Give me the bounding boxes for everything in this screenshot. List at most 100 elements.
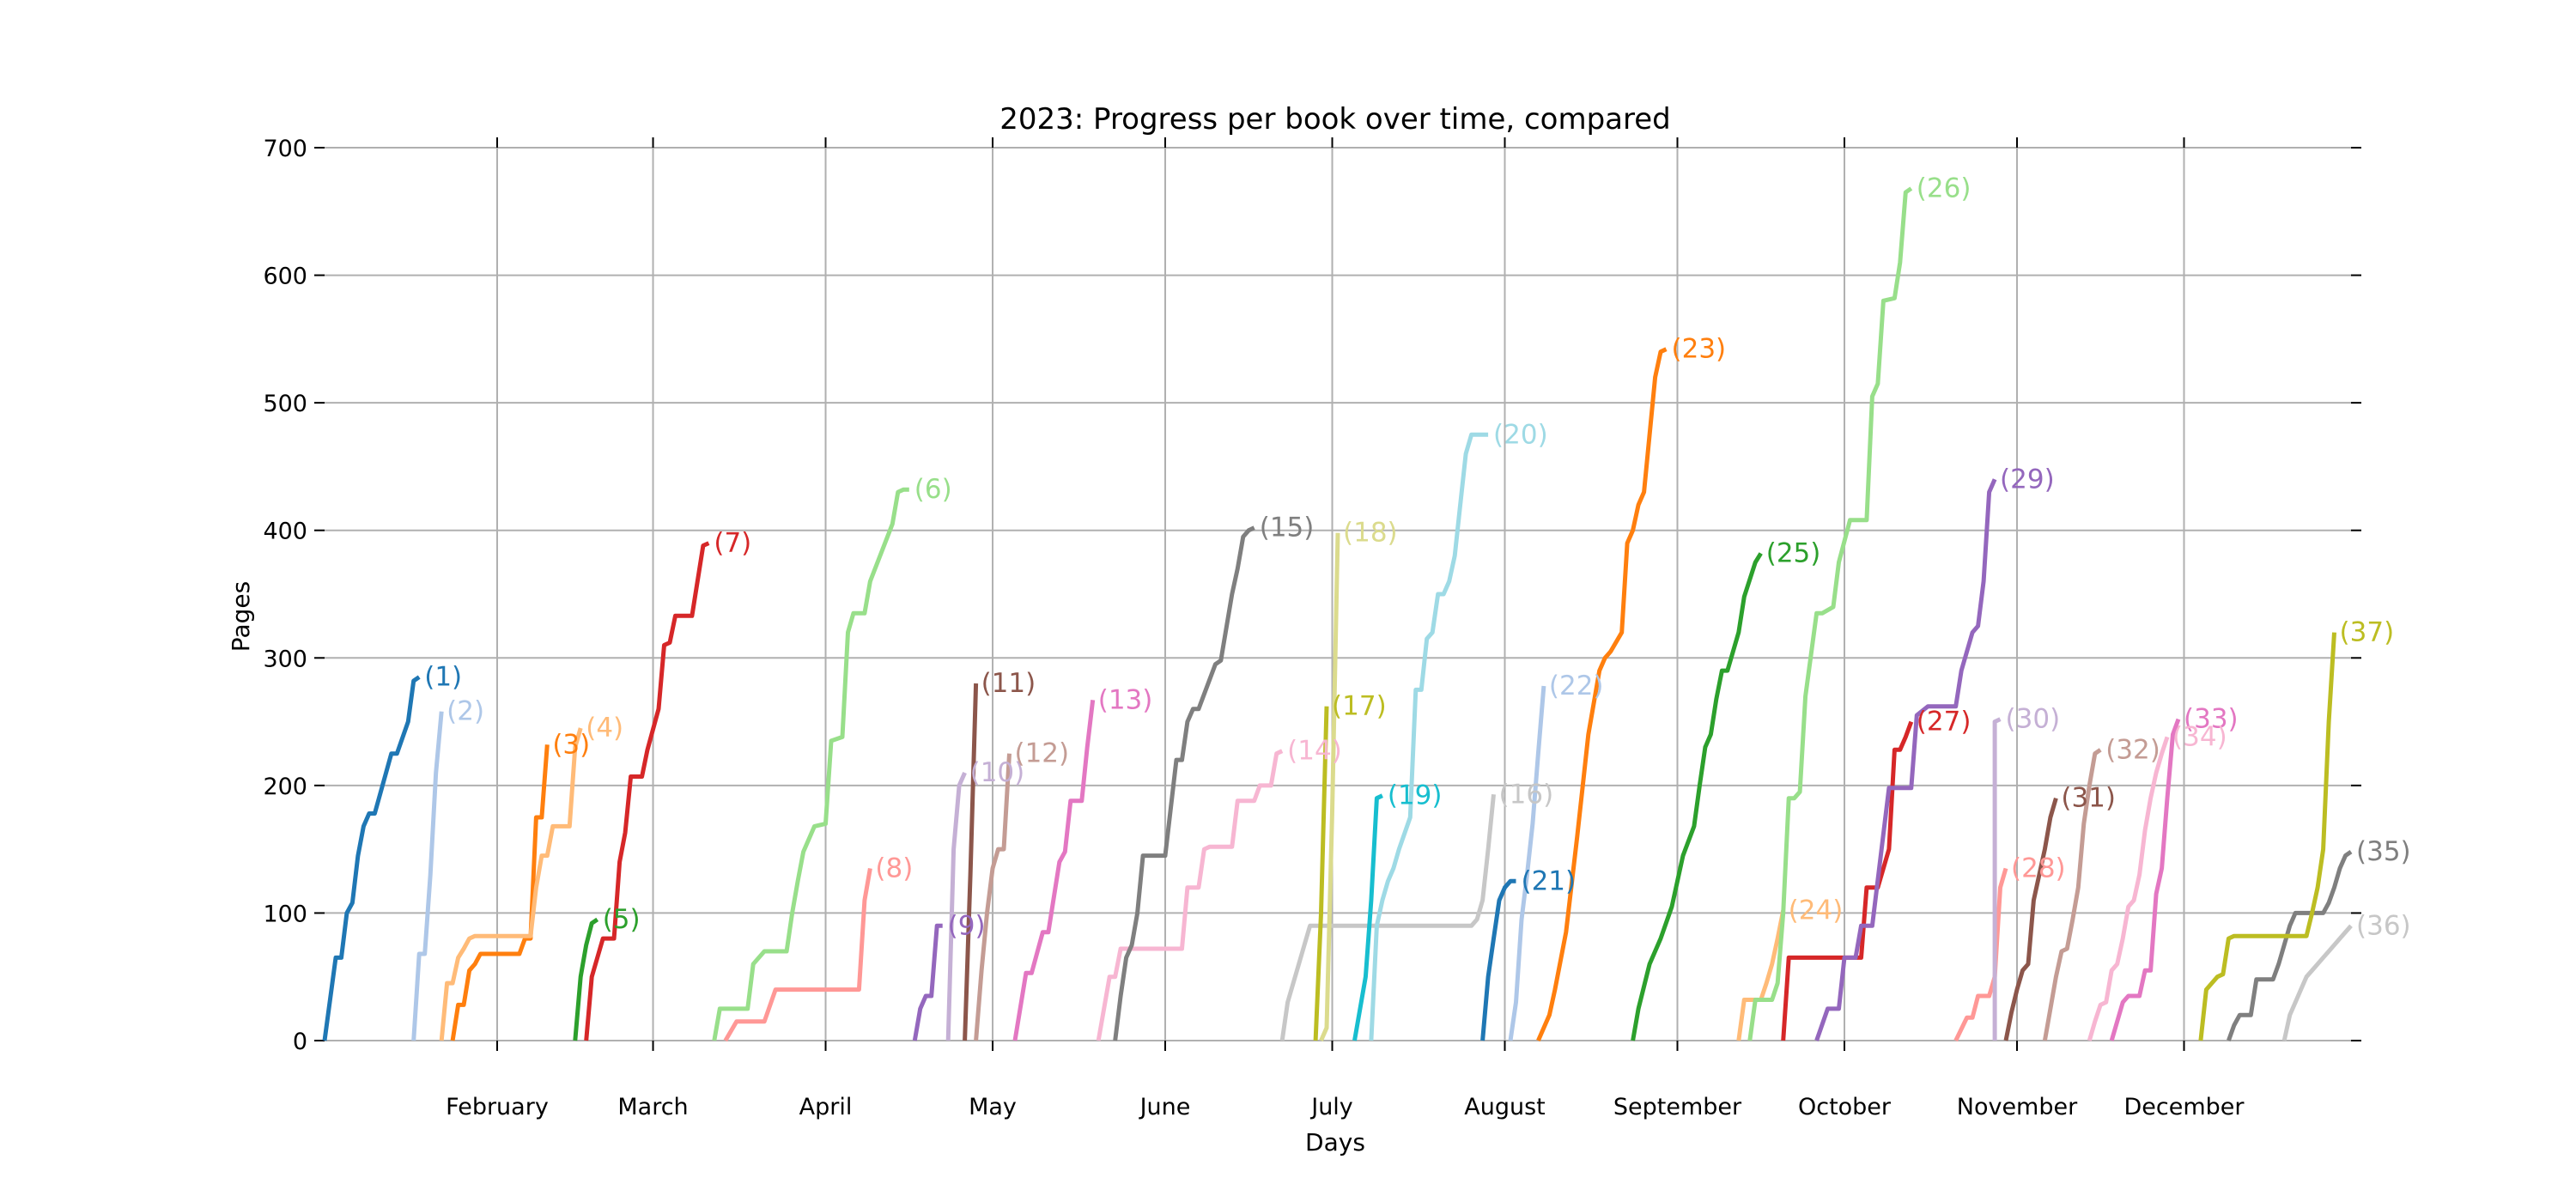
book-line-36 bbox=[2281, 924, 2353, 1041]
book-label-25: (25) bbox=[1766, 537, 1821, 568]
book-line-21 bbox=[1480, 878, 1516, 1041]
book-label-21: (21) bbox=[1521, 865, 1576, 896]
x-tick-label: June bbox=[1139, 1094, 1191, 1120]
book-line-12 bbox=[974, 753, 1012, 1041]
book-line-1 bbox=[322, 675, 421, 1041]
book-line-3 bbox=[450, 744, 550, 1041]
book-label-8: (8) bbox=[875, 853, 913, 883]
book-line-31 bbox=[2003, 798, 2058, 1041]
y-tick-label: 300 bbox=[263, 646, 307, 672]
x-tick-label: March bbox=[617, 1094, 688, 1120]
book-line-4 bbox=[439, 727, 583, 1041]
book-line-14 bbox=[1096, 749, 1284, 1041]
book-line-20 bbox=[1369, 432, 1489, 1041]
y-tick-label: 500 bbox=[263, 391, 307, 417]
book-line-15 bbox=[1113, 525, 1255, 1041]
book-label-24: (24) bbox=[1789, 895, 1844, 926]
x-tick-label: August bbox=[1464, 1094, 1546, 1120]
book-line-28 bbox=[1953, 867, 2008, 1042]
book-label-20: (20) bbox=[1493, 419, 1548, 450]
y-tick-label: 200 bbox=[263, 774, 307, 800]
book-line-22 bbox=[1508, 685, 1546, 1041]
book-label-17: (17) bbox=[1332, 691, 1387, 722]
book-label-26: (26) bbox=[1917, 173, 1971, 204]
book-label-3: (3) bbox=[552, 729, 590, 760]
book-line-23 bbox=[1536, 347, 1668, 1042]
book-line-17 bbox=[1313, 706, 1329, 1041]
axis-ticks: 0 100 200 300 400 500 600 700 February March April… bbox=[263, 136, 2361, 1120]
x-axis-label: Days bbox=[1305, 1128, 1365, 1156]
x-tick-label: September bbox=[1613, 1094, 1742, 1120]
x-tick-label: December bbox=[2123, 1094, 2245, 1120]
book-label-9: (9) bbox=[948, 910, 986, 941]
book-label-34: (34) bbox=[2172, 721, 2227, 752]
book-line-8 bbox=[723, 867, 872, 1042]
book-line-18 bbox=[1319, 532, 1340, 1041]
y-tick-label: 100 bbox=[263, 901, 307, 927]
book-line-19 bbox=[1352, 793, 1383, 1041]
book-line-32 bbox=[2042, 748, 2102, 1041]
y-tick-label: 0 bbox=[293, 1029, 307, 1055]
book-label-30: (30) bbox=[2006, 704, 2061, 735]
book-label-29: (29) bbox=[2000, 464, 2055, 495]
book-line-10 bbox=[945, 772, 967, 1041]
x-tick-label: February bbox=[446, 1094, 549, 1120]
book-label-19: (19) bbox=[1388, 780, 1443, 811]
book-label-15: (15) bbox=[1260, 513, 1315, 543]
book-line-5 bbox=[573, 917, 599, 1041]
x-tick-label: May bbox=[969, 1094, 1017, 1120]
book-line-6 bbox=[712, 487, 909, 1041]
book-label-13: (13) bbox=[1098, 684, 1153, 715]
y-tick-label: 600 bbox=[263, 264, 307, 290]
book-labels: (1)(2) (3)(4) (5) (6) (7) (8) (9) (10) (11) (12) (… bbox=[424, 173, 2410, 942]
book-label-6: (6) bbox=[914, 474, 952, 505]
book-line-29 bbox=[1814, 478, 1997, 1041]
book-label-2: (2) bbox=[447, 696, 484, 727]
chart-title: 2023: Progress per book over time, compa… bbox=[999, 102, 1671, 137]
y-axis-label: Pages bbox=[227, 581, 255, 652]
book-label-28: (28) bbox=[2011, 853, 2066, 883]
book-label-37: (37) bbox=[2340, 617, 2395, 648]
book-label-18: (18) bbox=[1343, 518, 1398, 549]
book-line-16 bbox=[1279, 794, 1496, 1041]
book-label-4: (4) bbox=[586, 713, 623, 744]
book-label-31: (31) bbox=[2061, 783, 2116, 814]
book-line-30 bbox=[1992, 717, 2002, 1041]
book-label-14: (14) bbox=[1287, 736, 1342, 767]
x-tick-label: October bbox=[1798, 1094, 1892, 1120]
book-label-16: (16) bbox=[1499, 779, 1554, 810]
book-progress-lines bbox=[322, 186, 2353, 1042]
book-line-33 bbox=[2109, 718, 2181, 1041]
book-label-12: (12) bbox=[1014, 738, 1069, 769]
y-tick-label: 400 bbox=[263, 519, 307, 545]
book-line-7 bbox=[584, 541, 710, 1041]
book-line-24 bbox=[1736, 910, 1786, 1041]
book-line-26 bbox=[1747, 186, 1913, 1041]
book-label-1: (1) bbox=[424, 662, 462, 693]
book-label-5: (5) bbox=[603, 904, 641, 935]
book-line-35 bbox=[2227, 850, 2353, 1041]
book-label-11: (11) bbox=[981, 668, 1036, 699]
book-label-22: (22) bbox=[1549, 671, 1604, 701]
book-line-34 bbox=[2087, 736, 2170, 1041]
book-line-9 bbox=[912, 923, 943, 1041]
book-label-35: (35) bbox=[2356, 836, 2411, 867]
book-label-33: (33) bbox=[2184, 704, 2239, 735]
book-label-27: (27) bbox=[1917, 707, 1971, 738]
book-line-2 bbox=[411, 711, 444, 1041]
book-label-10: (10) bbox=[970, 757, 1025, 788]
y-tick-label: 700 bbox=[263, 136, 307, 162]
x-tick-label: April bbox=[799, 1094, 853, 1120]
book-label-23: (23) bbox=[1672, 334, 1727, 365]
book-line-25 bbox=[1631, 552, 1763, 1041]
book-label-36: (36) bbox=[2356, 910, 2411, 941]
book-line-37 bbox=[2198, 632, 2336, 1041]
book-line-11 bbox=[963, 683, 979, 1041]
x-tick-label: July bbox=[1309, 1094, 1353, 1120]
book-label-7: (7) bbox=[714, 528, 751, 559]
book-label-32: (32) bbox=[2105, 734, 2160, 765]
book-line-13 bbox=[1012, 700, 1096, 1041]
x-tick-label: November bbox=[1957, 1094, 2078, 1120]
